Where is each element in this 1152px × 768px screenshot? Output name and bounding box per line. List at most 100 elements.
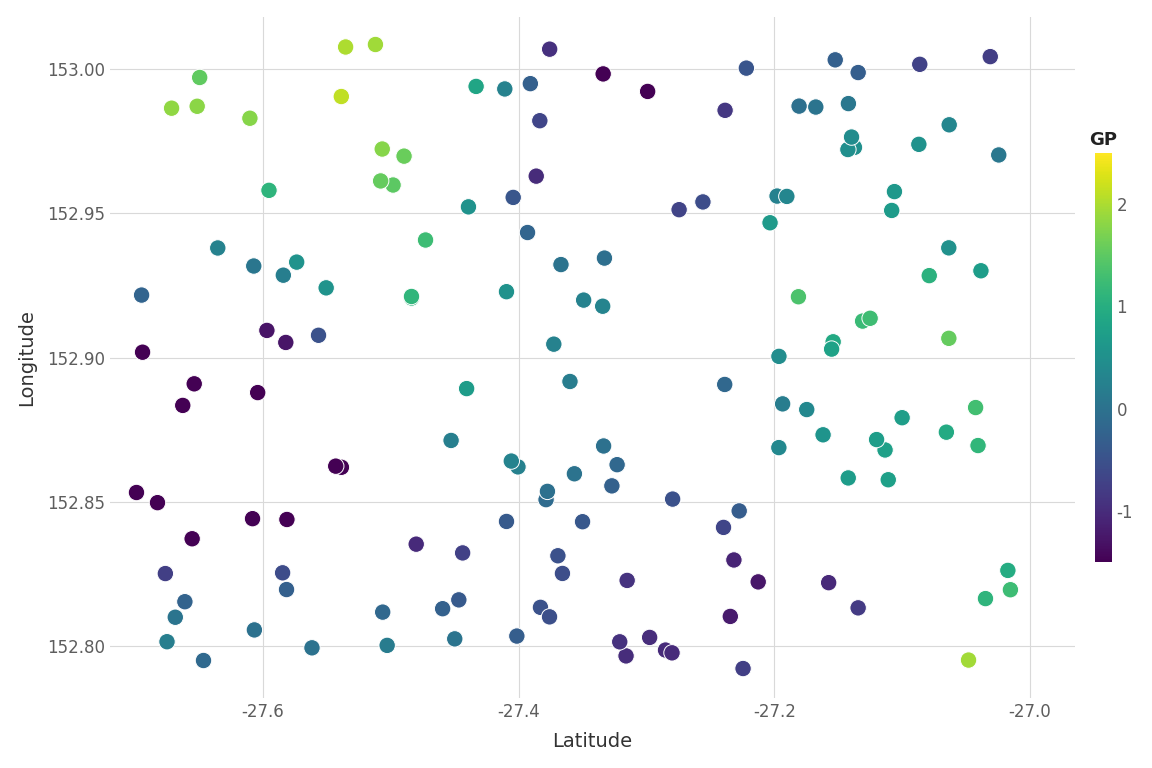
Point — [175, 595, 194, 607]
Point — [789, 290, 808, 303]
Point — [278, 513, 296, 525]
Point — [188, 100, 206, 112]
Point — [548, 550, 567, 562]
Point — [608, 458, 627, 471]
Point — [467, 81, 485, 93]
Point — [561, 376, 579, 388]
Point — [813, 429, 832, 441]
Point — [737, 62, 756, 74]
Point — [826, 54, 844, 66]
Point — [449, 594, 468, 606]
Point — [442, 435, 461, 447]
Point — [823, 343, 841, 356]
Point — [538, 485, 556, 498]
Point — [999, 564, 1017, 577]
Point — [183, 533, 202, 545]
Point — [259, 184, 278, 197]
Point — [849, 601, 867, 614]
Point — [990, 149, 1008, 161]
Point — [839, 144, 857, 156]
Point — [502, 455, 521, 467]
Point — [806, 101, 825, 113]
Point — [373, 606, 392, 618]
Point — [664, 493, 682, 505]
X-axis label: Latitude: Latitude — [552, 733, 632, 751]
Point — [245, 624, 264, 636]
Point — [531, 114, 550, 127]
Point — [778, 190, 796, 203]
Point — [174, 399, 192, 412]
Point — [1001, 584, 1020, 596]
Point — [760, 217, 779, 229]
Point — [366, 38, 385, 51]
Point — [893, 412, 911, 424]
Point — [937, 426, 955, 439]
Point — [638, 85, 657, 98]
Point — [849, 66, 867, 78]
Point — [940, 333, 958, 345]
Point — [402, 292, 420, 304]
Point — [596, 252, 614, 264]
Point — [846, 141, 864, 154]
Point — [566, 468, 584, 480]
Point — [531, 601, 550, 614]
Point — [508, 630, 526, 642]
Point — [616, 650, 635, 662]
Point — [594, 68, 613, 80]
Point — [303, 642, 321, 654]
Point — [258, 324, 276, 336]
Point — [446, 633, 464, 645]
Point — [244, 260, 263, 272]
Point — [867, 433, 886, 445]
Point — [326, 460, 344, 472]
Title: GP: GP — [1090, 131, 1117, 149]
Point — [967, 402, 985, 414]
Point — [552, 258, 570, 270]
Point — [842, 131, 861, 143]
Point — [503, 191, 522, 204]
Point — [457, 382, 476, 395]
Point — [273, 567, 291, 579]
Point — [940, 242, 958, 254]
Point — [617, 574, 636, 587]
Point — [662, 647, 681, 659]
Point — [526, 170, 545, 182]
Point — [819, 577, 838, 589]
Point — [416, 234, 434, 247]
Point — [657, 644, 675, 656]
Point — [861, 312, 879, 324]
Point — [553, 568, 571, 580]
Point — [195, 654, 213, 667]
Point — [166, 611, 184, 624]
Point — [454, 547, 472, 559]
Point — [910, 138, 929, 151]
Point — [593, 300, 612, 313]
Point — [157, 568, 175, 580]
Point — [509, 461, 528, 473]
Point — [885, 185, 903, 197]
Point — [641, 631, 659, 644]
Point — [839, 472, 857, 484]
Point — [694, 196, 712, 208]
Point — [162, 102, 181, 114]
Point — [669, 204, 688, 216]
Point — [545, 338, 563, 350]
Y-axis label: Longitude: Longitude — [16, 309, 36, 406]
Point — [332, 461, 350, 473]
Point — [132, 289, 151, 301]
Point — [241, 112, 259, 124]
Point — [460, 200, 478, 213]
Point — [395, 150, 414, 162]
Point — [715, 104, 734, 117]
Point — [317, 282, 335, 294]
Point — [332, 91, 350, 103]
Point — [882, 204, 901, 217]
Point — [972, 265, 991, 277]
Point — [278, 584, 296, 596]
Point — [982, 51, 1000, 63]
Point — [249, 386, 267, 399]
Point — [158, 636, 176, 648]
Point — [594, 440, 613, 452]
Point — [407, 538, 425, 551]
Point — [969, 439, 987, 452]
